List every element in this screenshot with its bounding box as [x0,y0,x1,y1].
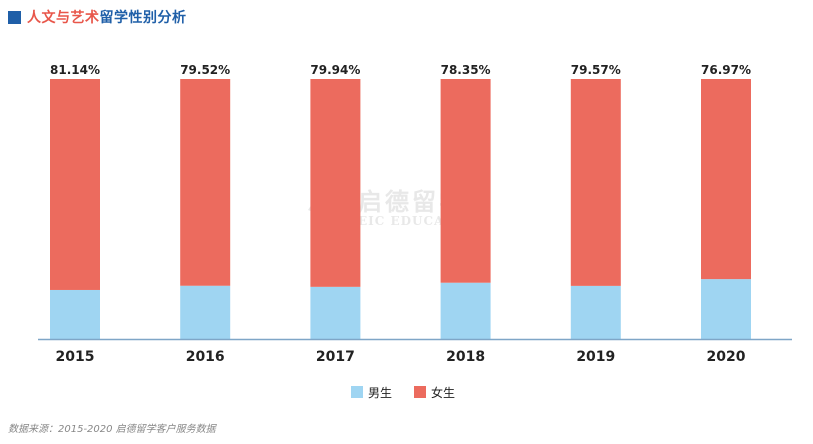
legend-label-female: 女生 [431,385,455,400]
bar-male-2015 [50,289,100,339]
bar-male-2020 [701,279,751,339]
legend-swatch-female [414,386,426,398]
title-marker-icon [8,10,21,24]
bar-female-2016 [180,79,231,286]
data-label-female-2018: 78.35% [441,63,491,77]
x-tick-label-2020: 2020 [707,349,746,365]
data-source: 数据来源：2015-2020 启德留学客户服务数据 [8,424,216,435]
bar-female-2015 [50,79,100,290]
bar-female-2020 [701,79,751,280]
title-highlight: 人文与艺术 [27,10,100,26]
legend-swatch-male [351,386,363,398]
legend-label-male: 男生 [368,386,392,400]
x-tick-label-2019: 2019 [576,349,615,365]
data-label-female-2019: 79.57% [571,63,621,77]
chart-title: 人文与艺术 留学性别分析 [8,6,187,28]
x-tick-label-2018: 2018 [446,349,485,365]
bar-male-2018 [440,282,491,339]
bar-male-2016 [180,285,231,339]
bar-female-2017 [310,79,361,287]
data-label-female-2020: 76.97% [701,63,751,77]
bar-male-2019 [570,285,621,339]
data-label-female-2015: 81.14% [50,63,100,77]
x-tick-label-2016: 2016 [186,349,225,365]
x-tick-label-2017: 2017 [316,349,355,365]
data-label-female-2017: 79.94% [310,63,360,77]
bar-female-2018 [440,79,491,283]
bar-female-2019 [570,79,621,286]
title-rest: 留学性别分析 [99,10,187,26]
bar-male-2017 [310,286,361,339]
x-tick-label-2015: 2015 [56,349,95,365]
data-label-female-2016: 79.52% [180,63,230,77]
